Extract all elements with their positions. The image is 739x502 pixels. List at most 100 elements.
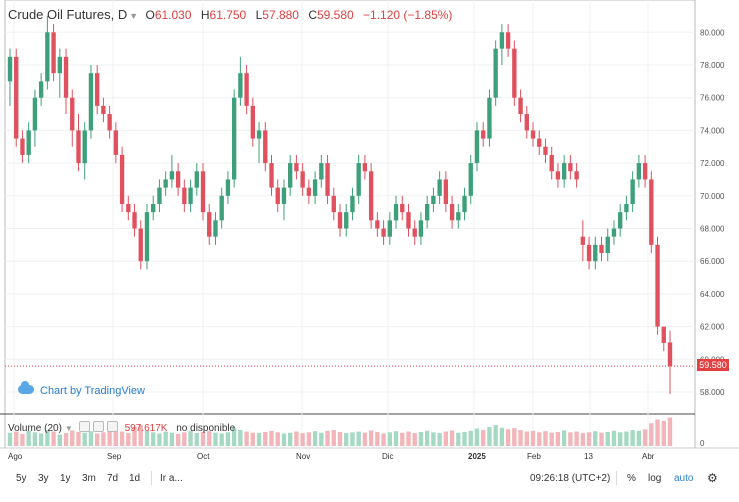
volume-bar	[200, 431, 206, 446]
x-tick-label: Abr	[642, 452, 655, 461]
candle-body	[655, 244, 660, 327]
close-value: 59.580	[316, 8, 354, 22]
auto-scale-button[interactable]: auto	[674, 473, 694, 484]
volume-bar	[586, 432, 592, 446]
candle-body	[424, 203, 430, 221]
range-1y-button[interactable]: 1y	[60, 473, 71, 484]
candle-body	[474, 130, 480, 164]
volume-bar	[82, 432, 87, 446]
volume-bar	[574, 431, 579, 446]
percent-scale-button[interactable]: %	[627, 473, 636, 484]
volume-bar	[344, 433, 349, 446]
candle-body	[561, 163, 567, 180]
candle-body	[568, 163, 573, 172]
volume-bar	[169, 432, 175, 446]
range-7d-button[interactable]: 7d	[107, 473, 119, 484]
candle-body	[543, 146, 548, 155]
volume-bar	[225, 432, 231, 446]
volume-bar	[20, 433, 25, 446]
x-tick-label: Sep	[107, 452, 122, 461]
candle-body	[418, 220, 424, 237]
candle-body	[661, 326, 666, 343]
settings-icon[interactable]	[92, 421, 104, 432]
volume-bar	[605, 431, 610, 446]
candle-body	[300, 171, 305, 188]
volume-bar	[418, 431, 424, 446]
x-tick-label: Dic	[382, 452, 394, 461]
volume-bar	[213, 432, 218, 446]
candle-body	[231, 97, 237, 180]
candle-body	[225, 179, 231, 196]
volume-legend: Volume (20) ▼ 597.617K no disponible	[8, 421, 235, 434]
volume-bar	[144, 430, 150, 446]
x-tick-label: Feb	[527, 452, 541, 461]
log-scale-button[interactable]: log	[648, 473, 662, 484]
volume-bar	[431, 432, 436, 446]
volume-bar	[400, 432, 405, 446]
x-tick-label: 13	[584, 452, 593, 461]
volume-bar	[26, 430, 31, 446]
volume-bar	[194, 433, 199, 446]
candle-body	[169, 171, 175, 180]
candle-body	[400, 203, 405, 213]
range-1d-button[interactable]: 1d	[129, 473, 141, 484]
candle-body	[537, 138, 542, 147]
candle-body	[263, 130, 268, 164]
volume-bar	[107, 430, 112, 446]
chevron-down-icon[interactable]: ▼	[64, 424, 73, 433]
goto-date-button[interactable]: Ir a...	[160, 473, 183, 484]
eye-icon[interactable]	[78, 421, 90, 432]
candle-body	[356, 163, 361, 196]
watermark-text: Chart by TradingView	[40, 385, 145, 397]
candle-body	[101, 105, 106, 115]
candle-body	[132, 212, 137, 229]
volume-bar	[624, 431, 629, 446]
price-chart[interactable]: 58.00060.00062.00064.00066.00068.00070.0…	[0, 0, 739, 464]
range-3y-button[interactable]: 3y	[38, 473, 49, 484]
candle-body	[312, 179, 318, 196]
candle-body	[32, 97, 38, 131]
volume-bar	[182, 432, 187, 446]
x-tick-label: Ago	[8, 452, 23, 461]
volume-bar	[387, 432, 392, 446]
candle-body	[624, 203, 629, 213]
candle-body	[188, 187, 193, 204]
candle-body	[244, 73, 249, 106]
volume-bar	[32, 432, 38, 446]
volume-bar	[244, 431, 249, 446]
volume-bar	[649, 423, 654, 446]
candle-body	[468, 163, 473, 196]
volume-bar	[530, 430, 536, 446]
candle-body	[642, 163, 648, 180]
candle-body	[462, 195, 467, 213]
candle-body	[194, 171, 199, 188]
candle-body	[20, 138, 25, 155]
range-3m-button[interactable]: 3m	[82, 473, 96, 484]
candle-body	[580, 236, 586, 245]
volume-bar	[593, 431, 598, 446]
candle-body	[368, 171, 374, 221]
chevron-down-icon[interactable]: ▼	[129, 11, 139, 21]
candle-body	[456, 212, 461, 221]
clock-readout[interactable]: 09:26:18 (UTC+2)	[530, 473, 611, 484]
gear-icon[interactable]: ⚙	[707, 471, 718, 485]
volume-bar	[499, 427, 505, 446]
close-icon[interactable]	[106, 421, 118, 432]
volume-bar	[406, 431, 411, 446]
range-5y-button[interactable]: 5y	[16, 473, 27, 484]
open-value: 61.030	[154, 8, 192, 22]
candle-body	[14, 56, 19, 139]
candle-body	[555, 171, 561, 180]
volume-bar	[667, 417, 673, 446]
tradingview-watermark[interactable]: Chart by TradingView	[18, 381, 145, 397]
high-label: H	[200, 8, 210, 22]
candle-body	[362, 163, 368, 172]
candle-body	[443, 179, 449, 204]
volume-bar	[312, 431, 318, 446]
symbol-title[interactable]: Crude Oil Futures, D	[8, 7, 128, 22]
volume-bar	[518, 430, 523, 446]
candle-body	[63, 56, 69, 98]
candle-body	[505, 32, 511, 49]
volume-bar	[288, 432, 293, 446]
